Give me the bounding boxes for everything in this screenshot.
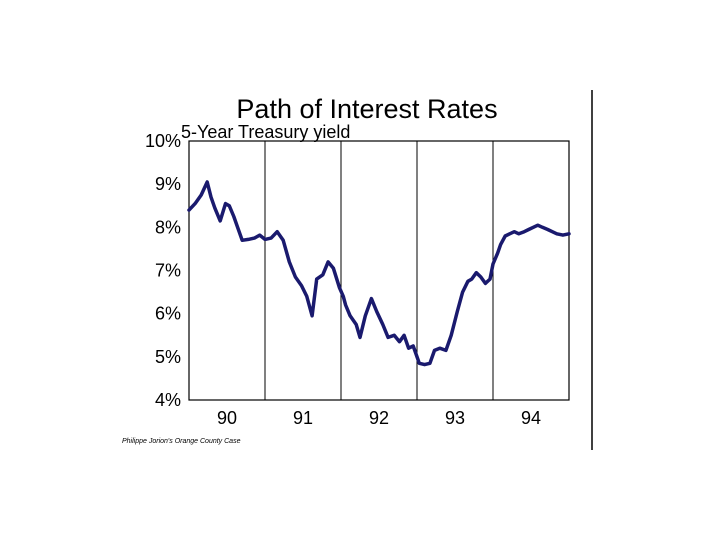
y-tick-label: 10% xyxy=(145,131,181,151)
x-tick-label: 91 xyxy=(293,408,313,428)
year-dividers xyxy=(264,141,494,400)
y-tick-label: 5% xyxy=(155,347,181,367)
source-credit: Philippe Jorion's Orange County Case xyxy=(122,438,241,445)
y-tick-label: 7% xyxy=(155,261,181,281)
x-tick-label: 93 xyxy=(445,408,465,428)
x-tick-label: 90 xyxy=(217,408,237,428)
x-tick-labels: 90 91 92 93 94 xyxy=(217,408,541,428)
x-tick-label: 92 xyxy=(369,408,389,428)
series-line-5yr-treasury xyxy=(187,180,571,367)
x-tick-label: 94 xyxy=(521,408,541,428)
chart-subtitle: 5-Year Treasury yield xyxy=(181,122,350,142)
plot-area xyxy=(188,140,570,401)
y-tick-label: 4% xyxy=(155,390,181,410)
chart-title: Path of Interest Rates xyxy=(236,94,497,124)
y-tick-label: 8% xyxy=(155,217,181,237)
y-tick-label: 6% xyxy=(155,304,181,324)
y-tick-labels: 4% 5% 6% 7% 8% 9% 10% xyxy=(145,131,181,410)
y-tick-label: 9% xyxy=(155,174,181,194)
